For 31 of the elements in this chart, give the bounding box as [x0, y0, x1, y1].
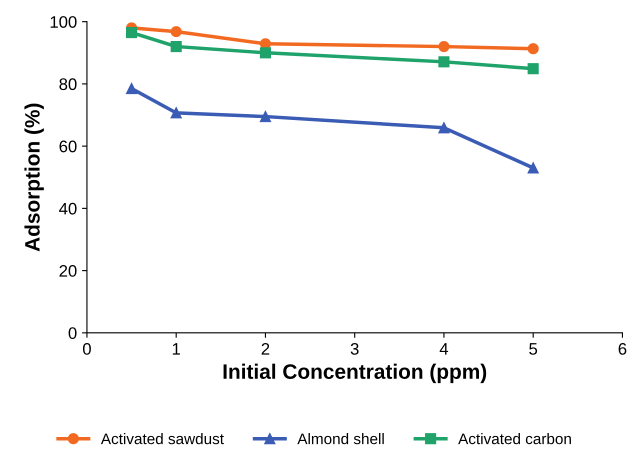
x-tick-label: 0: [82, 343, 91, 355]
x-tick-label: 4: [440, 343, 448, 355]
point: [528, 162, 539, 174]
point: [126, 27, 138, 38]
point: [126, 83, 138, 94]
x-tick-label: 5: [529, 343, 538, 355]
point: [260, 111, 271, 122]
point: [170, 41, 182, 52]
x-axis-title: Initial Concentration (ppm): [224, 364, 486, 384]
point: [260, 47, 271, 58]
y-tick-label: 0: [68, 327, 77, 340]
y-tick-label: 100: [50, 16, 77, 28]
y-tick-label: 20: [60, 265, 77, 277]
point: [438, 122, 450, 134]
legend-label: Activated sawdust: [100, 433, 224, 444]
legend-label: Activated carbon: [458, 433, 571, 444]
y-tick-label: 80: [59, 78, 77, 90]
point: [528, 63, 539, 74]
legend-label: Almond shell: [297, 433, 384, 444]
point: [170, 107, 182, 118]
point: [438, 56, 450, 68]
point: [438, 41, 450, 52]
y-tick-label: 40: [59, 202, 77, 215]
point: [170, 26, 182, 38]
x-tick-label: 3: [350, 343, 359, 355]
point: [528, 43, 539, 54]
x-tick-label: 2: [262, 343, 270, 355]
y-axis-title: Adsorption (%): [24, 104, 44, 252]
x-tick-label: 1: [172, 343, 180, 355]
y-tick-label: 60: [60, 140, 77, 152]
x-tick-label: 6: [618, 343, 626, 355]
